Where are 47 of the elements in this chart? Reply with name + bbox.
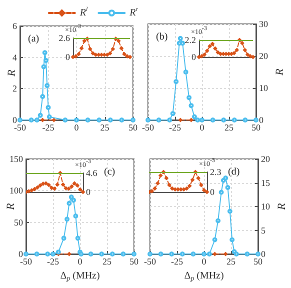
x-tick-label: 50 (128, 122, 138, 132)
annotation: (b) (156, 32, 168, 42)
x-tick-label: -50 (14, 122, 26, 132)
x-tick-label: -50 (20, 256, 32, 266)
y-tick-label: 100 (10, 186, 24, 196)
y-tick-label: 6 (12, 21, 18, 31)
x-tick-label: -25 (42, 122, 55, 132)
y-axis-title: R (5, 202, 17, 211)
x-tick-label: -50 (144, 256, 156, 266)
y-tick-label: 2 (12, 84, 17, 94)
y-tick-label: 150 (10, 154, 24, 164)
x-tick-label: -25 (47, 256, 60, 266)
y-tick-label: 10 (259, 83, 268, 93)
y-tick-label: 4.6 (86, 168, 98, 178)
y-tick-label: 2.6 (58, 33, 70, 43)
y-axis-title: R (276, 202, 288, 211)
x-tick-label: 0 (202, 256, 207, 266)
y-tick-label: 2.2 (184, 35, 196, 45)
y-axis-title: R (6, 69, 18, 78)
annotation: (a) (28, 34, 40, 44)
y-tick-label: 30 (259, 19, 268, 29)
y-tick-label: 20 (259, 51, 268, 61)
x-tick-label: 25 (224, 122, 234, 132)
y-tick-label: 15 (261, 178, 270, 188)
x-tick-label: 0 (200, 122, 205, 132)
x-tick-label: 25 (102, 256, 112, 266)
x-tick-label: 0 (74, 122, 80, 132)
x-tick-label: -25 (171, 256, 184, 266)
y-tick-label: 0 (261, 249, 266, 259)
annotation: (d) (228, 166, 240, 178)
y-axis-title: R (274, 68, 286, 76)
y-tick-label: 2.3 (210, 167, 222, 177)
y-tick-label: 4 (12, 52, 18, 62)
y-tick-label: 0 (18, 249, 24, 259)
annotation: (c) (104, 166, 116, 178)
x-tick-label: 25 (226, 256, 236, 266)
y-tick-label: 10 (261, 202, 270, 212)
x-tick-label: 50 (130, 256, 139, 266)
x-tick-label: 25 (100, 122, 110, 132)
y-tick-label: 0 (12, 115, 18, 125)
x-tick-label: 0 (78, 256, 83, 266)
y-tick-label: 20 (261, 154, 270, 164)
x-tick-label: -50 (142, 122, 154, 132)
y-tick-label: 50 (14, 217, 24, 228)
x-tick-label: -25 (169, 122, 182, 132)
y-tick-label: 0 (259, 115, 264, 125)
y-tick-label: 5 (261, 225, 266, 236)
